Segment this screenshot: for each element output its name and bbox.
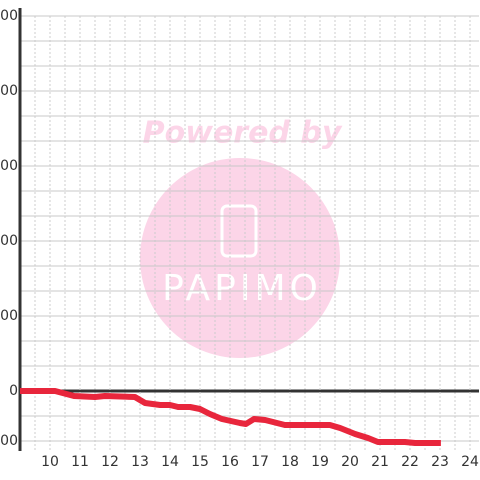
watermark-top: Powered by (143, 116, 343, 151)
x-tick-label: 18 (281, 454, 299, 470)
x-tick-label: 17 (251, 454, 269, 470)
x-tick-label: 21 (371, 454, 389, 470)
watermark-bottom: PAPIMO (162, 268, 322, 309)
y-tick-label: -20,000 (0, 433, 18, 449)
y-tick-label: 90,000 (0, 158, 18, 174)
y-tick-label: 120,000 (0, 83, 18, 99)
x-tick-label: 20 (341, 454, 359, 470)
x-tick-label: 24 (461, 454, 479, 470)
x-tick-label: 15 (191, 454, 209, 470)
y-tick-label: 0 (9, 383, 18, 399)
line (20, 388, 441, 446)
x-tick-label: 11 (71, 454, 89, 470)
y-tick-label: 60,000 (0, 233, 18, 249)
x-tick-label: 14 (161, 454, 179, 470)
x-tick-label: 23 (431, 454, 449, 470)
x-tick-label: 13 (131, 454, 149, 470)
x-tick-label: 19 (311, 454, 329, 470)
y-tick-label: 30,000 (0, 308, 18, 324)
x-tick-label: 16 (221, 454, 239, 470)
y-tick-label: 150,000 (0, 8, 18, 24)
x-tick-label: 22 (401, 454, 419, 470)
watermark-phone (220, 204, 258, 258)
x-tick-label: 12 (101, 454, 119, 470)
x-tick-label: 10 (41, 454, 59, 470)
